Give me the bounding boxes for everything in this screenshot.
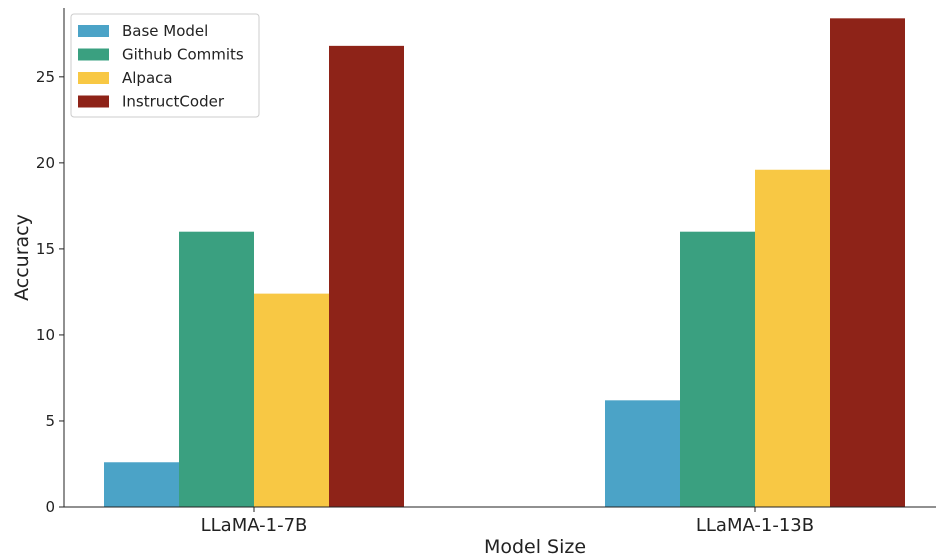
x-axis-title: Model Size [484,536,586,558]
legend-swatch [78,72,109,84]
bar-github-commits-llama-1-13b [680,231,755,508]
legend-label: Base Model [122,22,208,40]
bar-instructcoder-llama-1-13b [830,18,905,508]
y-axis: 0 5 10 15 20 25 [36,8,65,516]
bars-group [104,18,905,508]
y-tick-label: 25 [36,68,55,86]
legend: Base Model Github Commits Alpaca InstructCo… [70,13,260,118]
legend-label: Github Commits [122,46,244,64]
bar-instructcoder-llama-1-7b [329,45,404,508]
bar-alpaca-llama-1-13b [755,169,830,508]
legend-label: Alpaca [122,69,173,87]
bar-alpaca-llama-1-7b [254,293,329,507]
y-axis-title: Accuracy [11,214,33,301]
y-tick-label: 20 [36,154,55,172]
x-tick-label: LLaMA-1-7B [201,515,308,536]
legend-label: InstructCoder [122,93,225,111]
y-tick-label: 5 [45,412,55,430]
legend-swatch [78,48,109,61]
legend-frame [70,13,260,118]
legend-swatch [78,25,109,37]
y-tick-label: 15 [36,240,55,258]
legend-swatch [78,95,109,108]
bar-github-commits-llama-1-7b [179,231,254,508]
bar-base-model-llama-1-7b [104,462,179,507]
y-tick-label: 10 [36,326,55,344]
bar-base-model-llama-1-13b [605,400,680,507]
x-axis: LLaMA-1-7B LLaMA-1-13B [64,506,936,536]
y-tick-label: 0 [45,498,55,516]
x-tick-label: LLaMA-1-13B [696,515,814,536]
